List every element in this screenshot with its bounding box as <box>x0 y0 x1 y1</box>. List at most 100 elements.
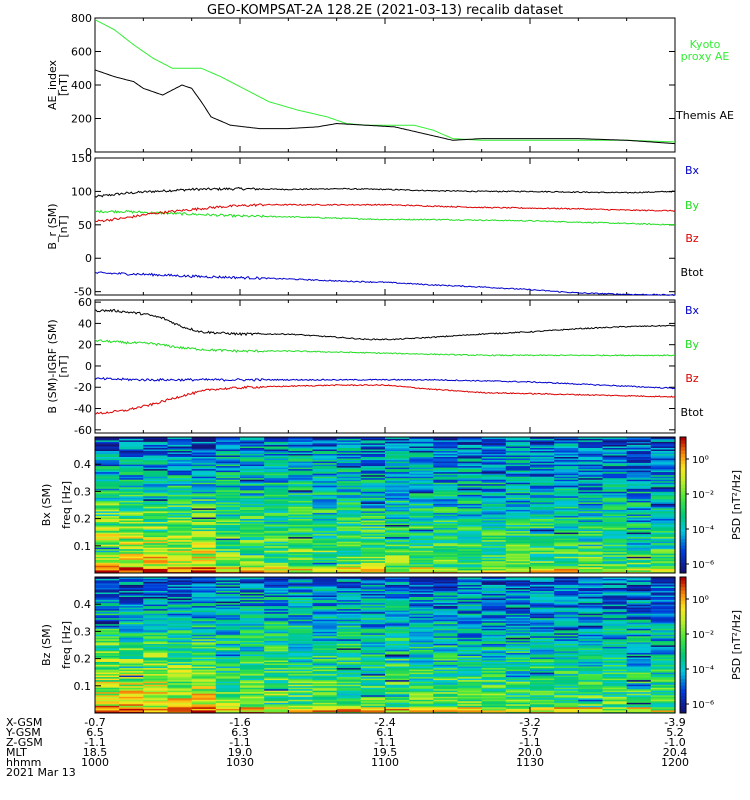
spectrogram-cell <box>240 467 265 470</box>
spectrogram-cell <box>433 622 459 625</box>
spectrogram-cell <box>385 658 410 661</box>
spectrogram-cell <box>626 497 652 500</box>
spectrogram-cell <box>554 660 579 662</box>
spectrogram-cell <box>409 441 434 444</box>
spectrogram-cell <box>385 577 410 579</box>
axis-table-value: -1.1 <box>84 736 105 749</box>
spectrogram-cell <box>336 455 362 457</box>
spectrogram-cell <box>578 699 604 702</box>
spectrogram-cell <box>215 598 241 601</box>
spectrogram-cell <box>481 632 507 635</box>
spectrogram-cell <box>602 651 628 653</box>
spectrogram-cell <box>385 477 410 480</box>
spectrogram-cell <box>240 622 265 625</box>
spectrogram-cell <box>240 557 265 560</box>
spectrogram-cell <box>385 639 410 641</box>
spectrogram-cell <box>360 538 386 541</box>
spectrogram-cell <box>409 483 434 486</box>
spectrogram-cell <box>457 477 483 480</box>
spectrogram-cell <box>602 596 628 599</box>
spectrogram-cell <box>409 470 434 473</box>
spectrogram-cell <box>433 548 459 551</box>
spectrogram-cell <box>530 440 555 442</box>
spectrogram-cell <box>288 655 314 658</box>
spectrogram-cell <box>505 643 531 646</box>
spectrogram-cell <box>95 521 120 524</box>
spectrogram-cell <box>626 489 652 492</box>
spectrogram-cell <box>312 459 338 462</box>
spectrogram-cell <box>602 611 628 614</box>
spectrogram-cell <box>312 571 338 574</box>
spectrogram-cell <box>95 556 120 559</box>
colorbar-segment <box>680 709 686 714</box>
spectrogram-cell <box>650 628 676 631</box>
spectrogram-cell <box>554 580 579 582</box>
spectrogram-cell <box>167 524 193 527</box>
spectrogram-cell <box>530 679 555 682</box>
spectrogram-cell <box>457 614 483 617</box>
spectrogram-cell <box>264 646 289 649</box>
spectrogram-cell <box>312 697 338 700</box>
spectrogram-cell <box>650 554 676 557</box>
spectrogram-cell <box>143 527 169 530</box>
spectrogram-cell <box>481 626 507 629</box>
spectrogram-cell <box>505 480 531 483</box>
spectrogram-cell <box>336 562 362 565</box>
spectrogram-cell <box>481 605 507 608</box>
spectrogram-cell <box>143 520 169 522</box>
spectrogram-cell <box>409 682 434 685</box>
spectrogram-cell <box>409 515 434 518</box>
spectrogram-cell <box>433 450 459 453</box>
spectrogram-cell <box>95 514 120 516</box>
spectrogram-cell <box>215 593 241 596</box>
spectrogram-cell <box>578 446 604 448</box>
spectrogram-cell <box>167 613 193 616</box>
spectrogram-cell <box>167 553 193 556</box>
spectrogram-cell <box>650 708 676 711</box>
spectrogram-cell <box>409 467 434 470</box>
spectrogram-cell <box>578 593 604 596</box>
spectrogram-cell <box>602 642 628 644</box>
spectrogram-cell <box>95 553 120 556</box>
spectrogram-cell <box>288 505 314 507</box>
spectrogram-cell <box>650 567 676 569</box>
spectrogram-cell <box>481 503 507 506</box>
spectrogram-cell <box>360 508 386 510</box>
legend-label: Themis AE <box>675 109 734 122</box>
spectrogram-cell <box>578 542 604 545</box>
spectrogram-cell <box>312 526 338 529</box>
spectrogram-cell <box>409 640 434 643</box>
spectrogram-cell <box>457 632 483 635</box>
spectrogram-cell <box>360 584 386 587</box>
spectrogram-cell <box>505 471 531 474</box>
spectrogram-cell <box>578 640 604 643</box>
spectrogram-cell <box>554 503 579 506</box>
spectrogram-cell <box>240 583 265 585</box>
colorbar-segment <box>680 706 686 711</box>
spectrogram-cell <box>530 688 555 691</box>
spectrogram-cell <box>626 691 652 694</box>
spectrogram-cell <box>602 580 628 582</box>
spectrogram-cell <box>385 678 410 681</box>
spectrogram-cell <box>433 611 459 614</box>
spectrogram-cell <box>409 517 434 519</box>
spectrogram-cell <box>240 533 265 536</box>
spectrogram-cell <box>409 518 434 521</box>
spectrogram-cell <box>167 700 193 703</box>
spectrogram-cell <box>288 544 314 547</box>
spectrogram-cell <box>119 578 144 581</box>
spectrogram-cell <box>602 608 628 611</box>
y-tick-label: 0.2 <box>74 513 92 526</box>
spectrogram-cell <box>167 687 193 690</box>
spectrogram-cell <box>650 679 676 682</box>
spectrogram-cell <box>626 595 652 597</box>
spectrogram-cell <box>433 565 459 568</box>
spectrogram-cell <box>433 477 459 480</box>
spectrogram-cell <box>240 551 265 554</box>
spectrogram-cell <box>602 509 628 512</box>
spectrogram-cell <box>215 488 241 491</box>
spectrogram-cell <box>626 586 652 588</box>
spectrogram-cell <box>240 646 265 649</box>
spectrogram-cell <box>650 669 676 672</box>
spectrogram-cell <box>409 512 434 515</box>
